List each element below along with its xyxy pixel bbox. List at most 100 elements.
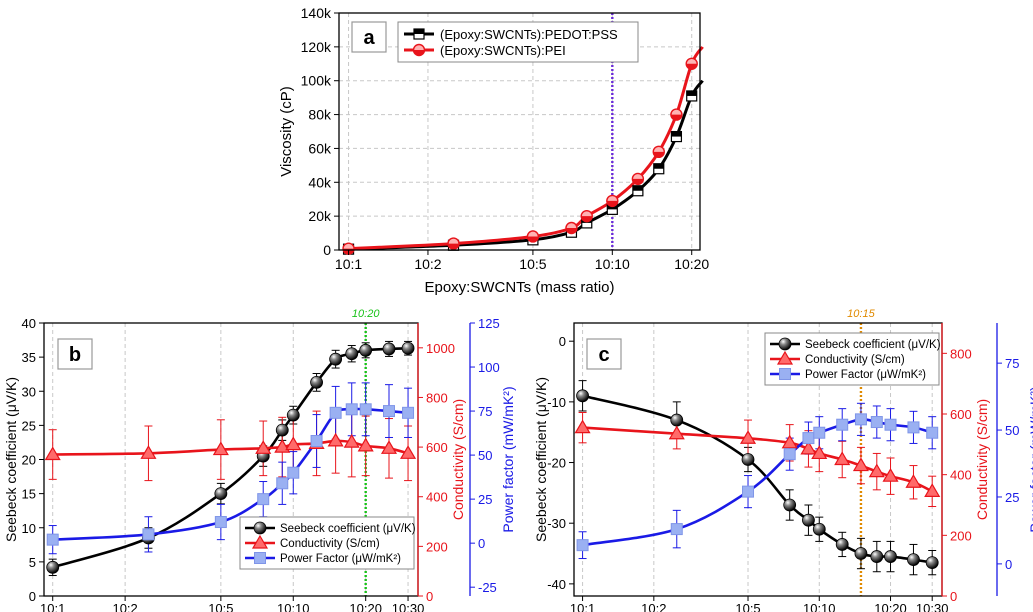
y-tick-label: 120k [301, 39, 332, 55]
y-tick-label-left: 10 [22, 521, 36, 536]
data-point [925, 556, 939, 570]
y-tick-label-left: 0 [559, 334, 566, 349]
reference-line-label: 10:15 [847, 308, 875, 320]
plot-frame [338, 12, 701, 251]
y-axis-label-left: Seebeck coefficient (μV/K) [533, 377, 549, 542]
data-point [402, 406, 415, 419]
legend-marker [412, 43, 426, 57]
marker-body [884, 418, 897, 431]
panel-label-box [351, 21, 387, 53]
data-point [907, 553, 920, 566]
y-tick-label-left: 0 [29, 589, 36, 604]
data-point [670, 413, 684, 427]
data-point [783, 448, 796, 461]
y-tick-label-right1: 800 [950, 346, 972, 361]
marker-half [632, 178, 644, 185]
data-point [214, 487, 228, 501]
data-point [668, 425, 685, 440]
legend-marker [776, 350, 794, 365]
marker-body [287, 466, 300, 479]
marker-body [802, 432, 815, 445]
data-point [46, 533, 59, 546]
data-point [813, 426, 826, 439]
y-axis-label: Viscosity (cP) [278, 86, 295, 177]
data-point [854, 547, 868, 560]
data-point [670, 130, 683, 143]
data-point [834, 451, 851, 466]
legend-marker [413, 28, 425, 40]
data-point [811, 445, 828, 460]
y-tick-label-right2: 75 [1005, 356, 1019, 371]
data-point [907, 421, 920, 434]
marker-half [414, 29, 424, 34]
legend-label: Power Factor (μW/mK²) [805, 369, 926, 381]
data-point [142, 528, 155, 541]
y-tick-label: 80k [308, 107, 332, 123]
data-point [905, 474, 922, 488]
y-tick-label-right1: 800 [426, 390, 448, 405]
data-point [574, 419, 591, 434]
data-point [359, 343, 373, 357]
panel-label: c [598, 344, 609, 366]
marker-half [686, 90, 697, 96]
data-point [631, 172, 645, 186]
data-point [44, 446, 61, 461]
y-tick-label-right1: 200 [950, 528, 972, 543]
data-point [742, 485, 755, 498]
x-tick-label: 10:20 [874, 601, 907, 612]
data-point [285, 436, 302, 451]
marker-body [907, 421, 920, 434]
data-point [783, 498, 797, 512]
y-tick-label-right1: 400 [950, 468, 972, 483]
data-point [255, 440, 272, 454]
x-tick-label: 10:30 [916, 601, 949, 612]
y-tick-label-right2: 125 [478, 316, 500, 331]
y-tick-label-right2: 50 [478, 448, 492, 463]
x-tick-label: 10:5 [208, 601, 233, 612]
data-point [526, 230, 540, 243]
data-point [686, 90, 698, 102]
y-tick-label-right1: 200 [426, 539, 448, 554]
data-point [606, 194, 619, 208]
marker-body [836, 418, 849, 431]
y-tick-label-left: 35 [22, 350, 36, 365]
data-point [870, 416, 883, 429]
y-axis-label-right2: Power factor (mW/mK²) [1027, 386, 1033, 532]
marker-half [670, 114, 682, 121]
data-point [870, 550, 884, 563]
data-point [926, 426, 939, 439]
data-point [310, 375, 323, 389]
series-line-1 [582, 426, 933, 493]
data-point [399, 445, 417, 459]
data-point [257, 493, 270, 506]
data-point [310, 435, 323, 448]
x-tick-label: 10:2 [641, 601, 666, 612]
data-point [652, 145, 665, 159]
y-tick-label: 20k [308, 208, 332, 224]
y-tick-label: 60k [308, 140, 332, 156]
legend-marker [778, 337, 792, 351]
y-tick-label: 140k [301, 5, 332, 21]
marker-body [329, 406, 342, 419]
marker-half [565, 227, 577, 234]
y-tick-label-right2: -25 [478, 580, 497, 595]
data-point [275, 423, 289, 437]
data-point [576, 539, 589, 552]
x-tick-label: 10:20 [349, 601, 382, 612]
marker-half [581, 216, 593, 222]
data-point [357, 437, 374, 452]
marker-body [214, 516, 227, 529]
data-point [576, 389, 589, 403]
marker-half [653, 163, 664, 169]
y-tick-label-left: 20 [22, 453, 36, 468]
legend-label: Conductivity (S/cm) [280, 538, 380, 550]
legend-label: Power Factor (μW/mK²) [280, 553, 401, 565]
y-tick-label-left: -20 [547, 456, 566, 471]
data-point [345, 347, 359, 361]
y-tick-label-right2: 0 [478, 536, 485, 551]
y-tick-label-left: -30 [547, 516, 566, 531]
marker-body [359, 403, 372, 416]
y-tick-label-right2: 50 [1005, 423, 1019, 438]
x-tick-label: 10:10 [803, 601, 836, 612]
data-point [580, 209, 593, 223]
